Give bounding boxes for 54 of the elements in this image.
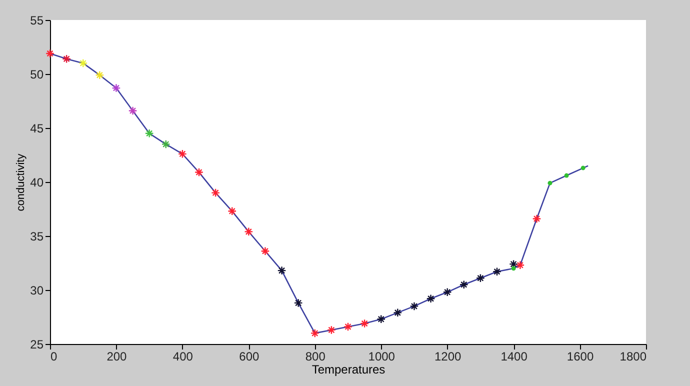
x-tick-label: 600 [239,350,260,364]
point [46,49,54,58]
x-tick-label: 1800 [620,350,647,364]
point [511,266,516,271]
point [128,106,138,116]
y-tick-label: 45 [30,122,44,136]
point [548,180,552,186]
x-tick-label: 0 [50,350,58,364]
y-tick-label: 35 [30,230,44,244]
x-axis-title: Temperatures [312,362,386,376]
y-tick-label: 25 [30,338,44,352]
point [294,298,303,308]
point [376,314,386,324]
point [476,274,485,283]
point [344,322,352,332]
point [95,70,104,80]
point [161,140,170,149]
x-tick-label: 1600 [566,350,594,364]
point [580,166,586,170]
point [144,128,154,138]
point [228,206,237,216]
x-tick-label: 200 [106,350,128,364]
point [194,168,204,177]
point [78,58,88,68]
x-tick-label: 1000 [368,350,396,364]
point [532,214,542,224]
point [564,173,569,178]
x-tick-label: 800 [305,350,326,364]
x-tick-label: 400 [172,350,194,364]
y-tick-label: 40 [30,176,44,190]
point [112,84,121,93]
point [244,227,254,236]
point [492,267,502,276]
point [62,54,72,64]
point [410,302,419,311]
point [442,288,452,297]
y-tick-label: 30 [30,284,44,298]
point [326,325,336,334]
point [277,266,286,276]
line-series [49,52,589,334]
point [310,328,320,338]
point [393,308,402,318]
y-tick-label: 50 [30,68,44,82]
y-tick-label: 55 [30,14,44,28]
point [426,294,436,304]
point [260,246,270,256]
point [178,149,187,158]
x-tick-label: 1400 [500,350,528,364]
point [459,280,468,290]
point [211,188,220,198]
y-axis-title: conductivity [15,153,28,212]
point [516,260,525,270]
x-tick-label: 1200 [434,350,462,364]
point [360,319,370,328]
